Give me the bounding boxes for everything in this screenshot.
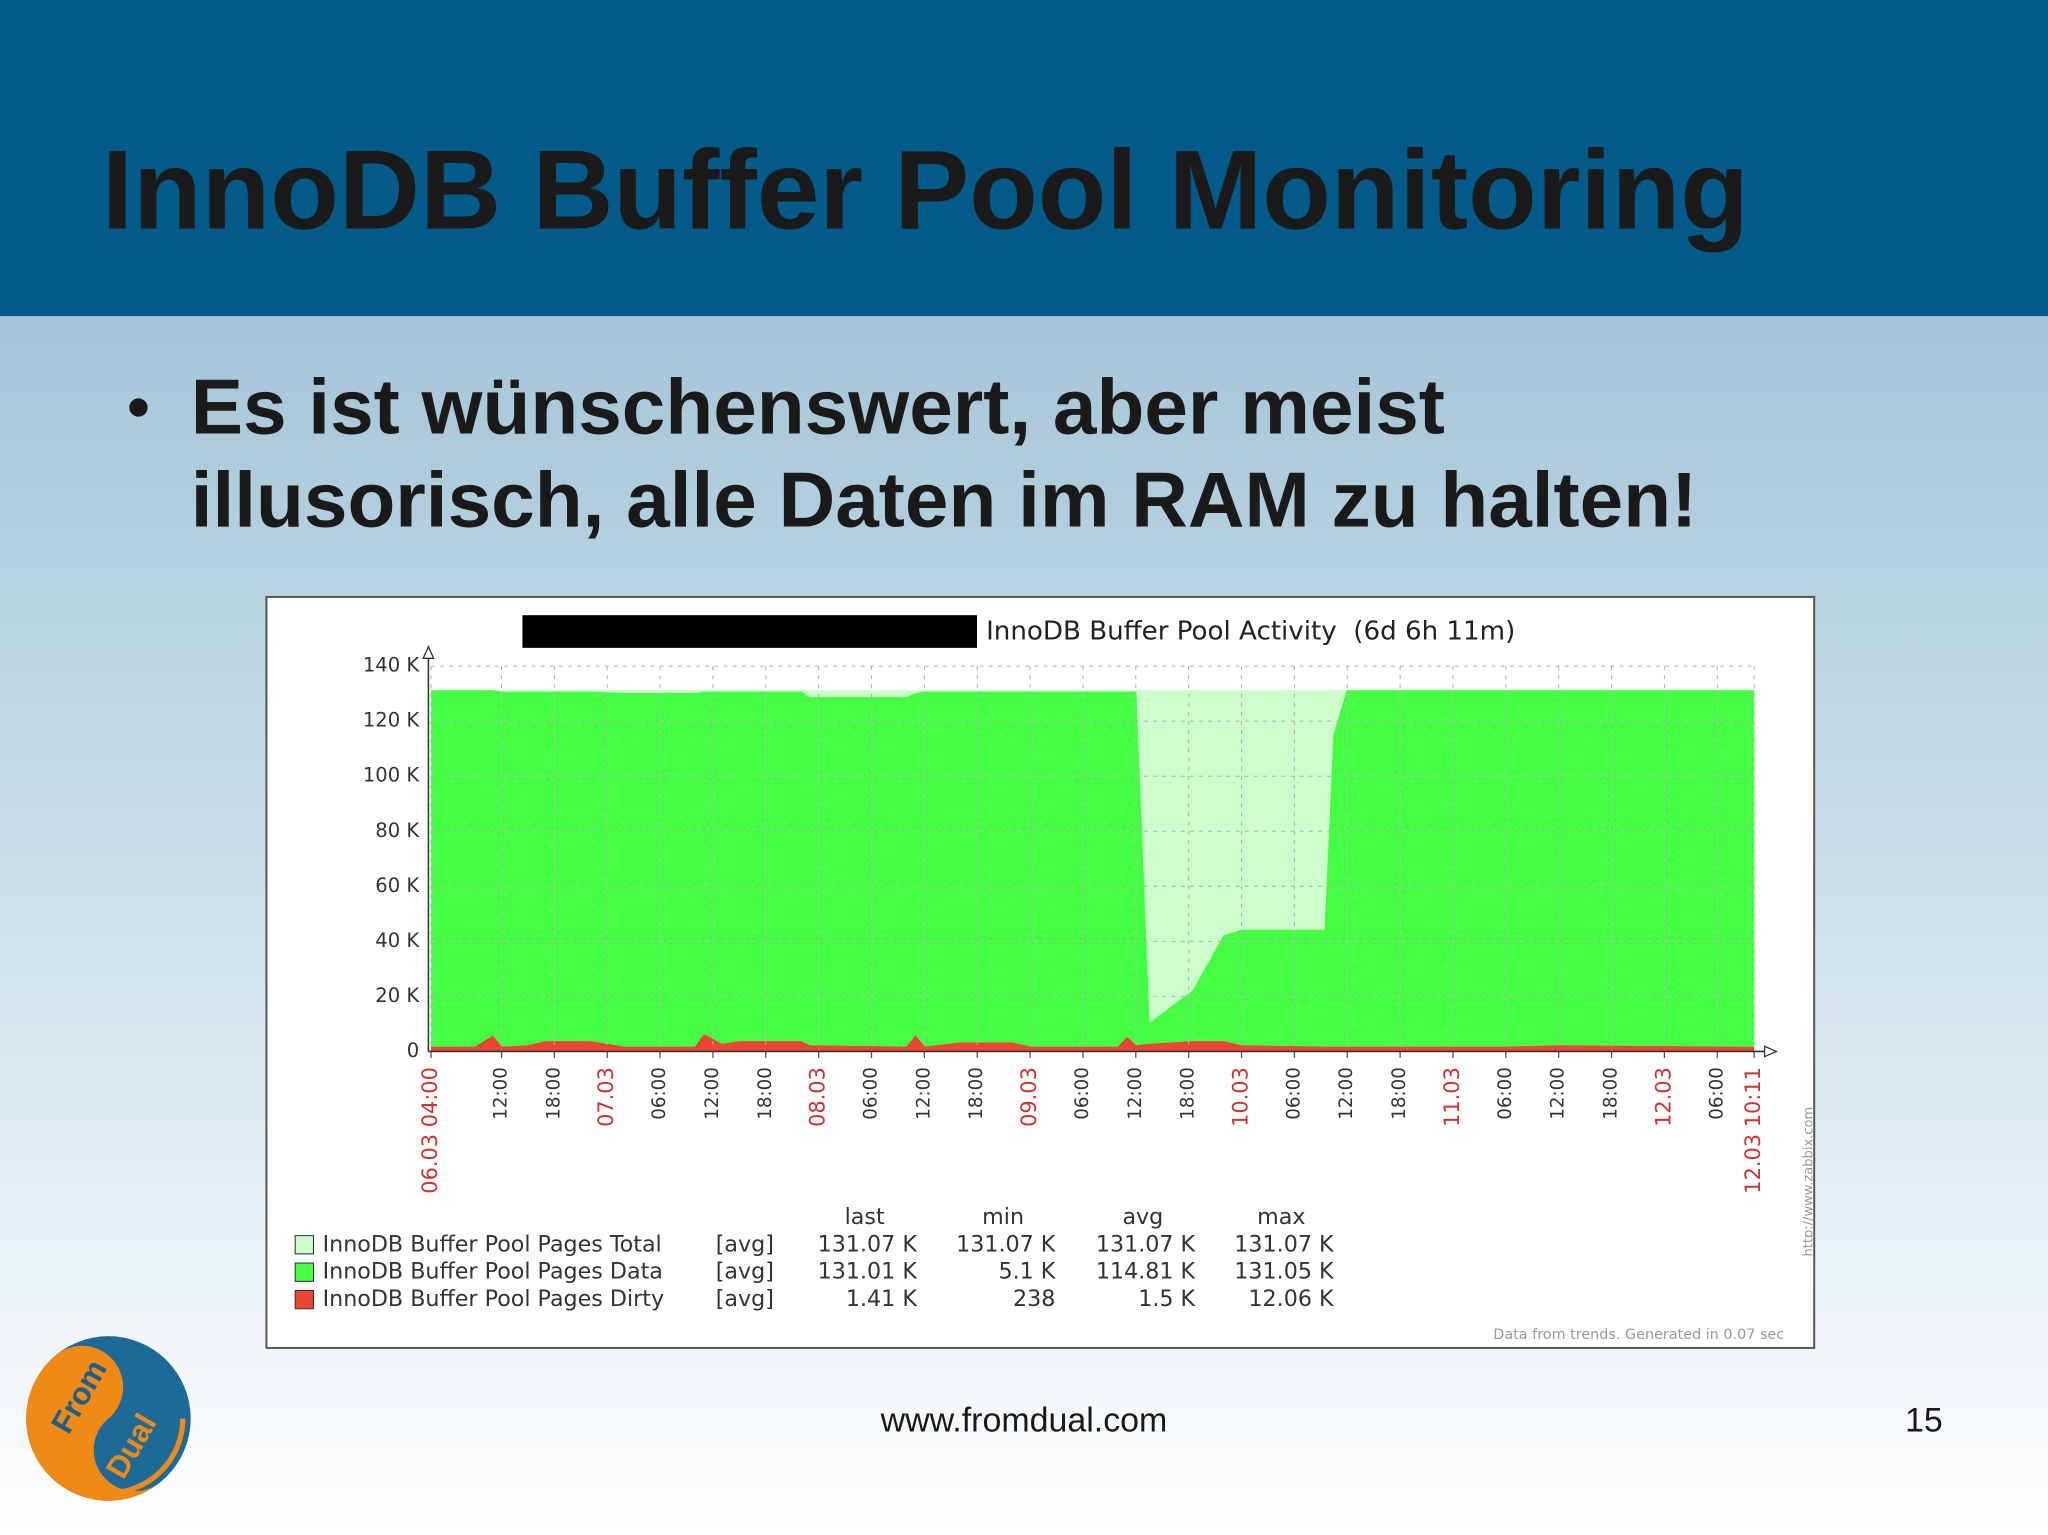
legend-stat: 1.41 K bbox=[846, 1286, 918, 1312]
x-tick-label: 06:00 bbox=[1706, 1067, 1727, 1120]
x-tick-label: 09.03 bbox=[1017, 1067, 1041, 1127]
legend-label: InnoDB Buffer Pool Pages Data bbox=[323, 1259, 663, 1285]
x-tick-label: 12.03 bbox=[1651, 1067, 1675, 1127]
x-tick-label: 12:00 bbox=[702, 1067, 723, 1120]
bullet-text: Es ist wünschenswert, aber meist bbox=[191, 363, 1445, 451]
legend-swatch bbox=[294, 1235, 314, 1255]
logo: From Dual bbox=[26, 1336, 191, 1501]
legend-header: max bbox=[1257, 1204, 1305, 1230]
watermark: http://www.zabbix.com bbox=[1801, 1107, 1816, 1257]
legend-function: [avg] bbox=[716, 1231, 774, 1257]
y-tick-label: 120 K bbox=[363, 709, 421, 732]
legend-swatch bbox=[294, 1262, 314, 1282]
x-tick-label: 18:00 bbox=[1389, 1067, 1410, 1120]
legend-stat: 5.1 K bbox=[998, 1259, 1056, 1285]
x-tick-label: 12.03 10:11 bbox=[1741, 1067, 1765, 1194]
legend-stat: 238 bbox=[1013, 1286, 1055, 1312]
area-line bbox=[431, 690, 1755, 1026]
legend-function: [avg] bbox=[716, 1286, 774, 1312]
legend-header: last bbox=[845, 1204, 885, 1230]
y-tick-label: 140 K bbox=[363, 654, 421, 677]
x-axis-arrow bbox=[1763, 1045, 1778, 1058]
x-tick-label: 12:00 bbox=[1336, 1067, 1357, 1120]
footer-url: www.fromdual.com bbox=[880, 1402, 1168, 1440]
legend-stat: 131.01 K bbox=[818, 1259, 919, 1285]
x-tick-label: 12:00 bbox=[913, 1067, 934, 1120]
legend-header: avg bbox=[1122, 1204, 1163, 1230]
redaction bbox=[522, 615, 977, 648]
x-tick-label: 10.03 bbox=[1229, 1067, 1253, 1127]
slide-title: InnoDB Buffer Pool Monitoring bbox=[102, 127, 1749, 253]
x-tick-label: 12:00 bbox=[1125, 1067, 1146, 1120]
legend-stat: 12.06 K bbox=[1248, 1286, 1335, 1312]
chart: InnoDB Buffer Pool Activity (6d 6h 11m) … bbox=[265, 595, 1816, 1349]
y-tick-label: 20 K bbox=[375, 984, 420, 1007]
y-axis-arrow bbox=[422, 644, 435, 659]
logo-ring bbox=[31, 1341, 186, 1496]
x-tick-label: 18:00 bbox=[966, 1067, 987, 1120]
y-tick-label: 80 K bbox=[375, 819, 420, 842]
chart-title: InnoDB Buffer Pool Activity (6d 6h 11m) bbox=[986, 617, 1515, 647]
y-tick-label: 40 K bbox=[375, 929, 420, 952]
x-tick-label: 08.03 bbox=[806, 1067, 830, 1127]
legend-function: [avg] bbox=[716, 1259, 774, 1285]
x-tick-label: 06.03 04:00 bbox=[418, 1067, 442, 1194]
x-tick-label: 18:00 bbox=[1601, 1067, 1622, 1120]
area-fill bbox=[431, 690, 1755, 1052]
header-band bbox=[0, 0, 2048, 317]
legend-stat: 131.05 K bbox=[1234, 1259, 1335, 1285]
x-tick-label: 06:00 bbox=[1495, 1067, 1516, 1120]
legend-stat: 131.07 K bbox=[956, 1231, 1057, 1257]
x-tick-label: 06:00 bbox=[649, 1067, 670, 1120]
y-tick-label: 60 K bbox=[375, 874, 420, 897]
x-tick-label: 06:00 bbox=[1283, 1067, 1304, 1120]
x-tick-label: 18:00 bbox=[1178, 1067, 1199, 1120]
bullet-text: illusorisch, alle Daten im RAM zu halten… bbox=[191, 455, 1698, 543]
legend-label: InnoDB Buffer Pool Pages Dirty bbox=[323, 1286, 664, 1312]
legend-stat: 1.5 K bbox=[1138, 1286, 1196, 1312]
x-tick-label: 18:00 bbox=[755, 1067, 776, 1120]
legend-stat: 131.07 K bbox=[818, 1231, 919, 1257]
x-tick-label: 06:00 bbox=[1072, 1067, 1093, 1120]
x-tick-label: 11.03 bbox=[1440, 1067, 1464, 1127]
y-tick-label: 0 bbox=[407, 1039, 419, 1062]
y-tick-label: 100 K bbox=[363, 764, 421, 787]
legend-stat: 114.81 K bbox=[1096, 1259, 1197, 1285]
page-number: 15 bbox=[1905, 1402, 1943, 1440]
x-tick-label: 07.03 bbox=[594, 1067, 618, 1127]
x-tick-label: 12:00 bbox=[490, 1067, 511, 1120]
footnote: Data from trends. Generated in 0.07 sec bbox=[1493, 1327, 1784, 1343]
legend-stat: 131.07 K bbox=[1096, 1231, 1197, 1257]
legend-swatch bbox=[294, 1289, 314, 1310]
x-tick-label: 12:00 bbox=[1548, 1067, 1569, 1120]
legend-label: InnoDB Buffer Pool Pages Total bbox=[323, 1231, 662, 1257]
area-line bbox=[431, 1034, 1755, 1049]
legend-stat: 131.07 K bbox=[1234, 1231, 1335, 1257]
logo-swirl bbox=[26, 1345, 162, 1501]
x-tick-label: 06:00 bbox=[861, 1067, 882, 1120]
bullet-dot bbox=[129, 398, 148, 417]
legend-header: min bbox=[982, 1204, 1024, 1230]
x-tick-label: 18:00 bbox=[543, 1067, 564, 1120]
